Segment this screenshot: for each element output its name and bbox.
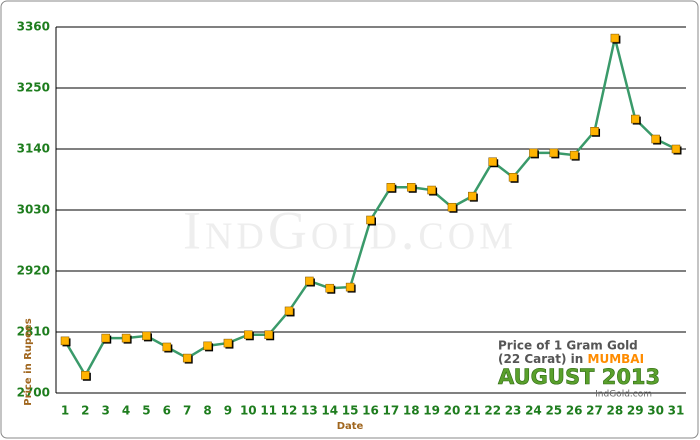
- data-point: [427, 185, 436, 195]
- data-point: [284, 306, 294, 316]
- data-point: [386, 183, 396, 192]
- data-point: [81, 371, 90, 380]
- data-point: [305, 276, 314, 286]
- x-tick-label: 21: [464, 404, 481, 418]
- x-tick-label: 13: [301, 404, 318, 418]
- x-tick-label: 7: [183, 404, 191, 418]
- x-tick-label: 1: [61, 404, 69, 418]
- annotation-month: AUGUST 2013: [498, 365, 660, 389]
- data-point: [468, 191, 477, 201]
- annotation: Price of 1 Gram Gold: [498, 339, 638, 353]
- x-tick-label: 16: [362, 404, 379, 418]
- watermark: IndGold.com: [183, 200, 517, 260]
- x-tick-label: 27: [586, 404, 603, 418]
- x-tick-label: 5: [142, 404, 150, 418]
- y-axis-label: Price in Rupees: [23, 318, 34, 405]
- data-point: [121, 333, 131, 343]
- data-point: [264, 330, 273, 340]
- y-tick-label: 2700: [17, 386, 50, 400]
- data-point: [631, 114, 640, 124]
- x-tick-label: 2: [81, 404, 89, 418]
- data-point: [223, 338, 233, 348]
- x-tick-label: 9: [224, 404, 232, 418]
- data-point: [406, 183, 416, 192]
- source: IndGold.com: [595, 390, 652, 400]
- y-tick-label: 2810: [17, 325, 50, 339]
- x-tick-label: 30: [647, 404, 664, 418]
- y-tick-label: 2920: [17, 264, 50, 278]
- data-point: [203, 341, 212, 351]
- data-point: [508, 173, 518, 182]
- data-point: [162, 342, 172, 352]
- data-point: [590, 127, 599, 136]
- x-tick-label: 10: [240, 404, 257, 418]
- data-point: [325, 283, 335, 293]
- annotation-text: (22 Carat) in: [498, 352, 588, 366]
- x-tick-label: 25: [545, 404, 562, 418]
- annotation-city: MUMBAI: [588, 352, 645, 366]
- x-tick-label: 29: [627, 404, 644, 418]
- x-tick-label: 6: [163, 404, 171, 418]
- x-axis-label: Date: [337, 421, 364, 432]
- data-point: [447, 202, 457, 212]
- data-point: [101, 333, 110, 343]
- x-tick-label: 22: [484, 404, 501, 418]
- x-tick-label: 14: [321, 404, 338, 418]
- y-tick-label: 3030: [17, 203, 50, 217]
- data-point: [345, 282, 355, 292]
- x-tick-label: 4: [122, 404, 130, 418]
- x-tick-label: 23: [505, 404, 522, 418]
- x-tick-label: 26: [566, 404, 583, 418]
- x-tick-label: 8: [203, 404, 211, 418]
- annotation: (22 Carat) in MUMBAI: [498, 352, 644, 366]
- y-tick-label: 3250: [17, 81, 50, 95]
- x-tick-label: 3: [102, 404, 110, 418]
- data-point: [671, 144, 681, 154]
- x-tick-label: 18: [403, 404, 420, 418]
- y-tick-label: 3360: [17, 20, 50, 34]
- data-point: [549, 148, 559, 158]
- data-point: [651, 134, 660, 144]
- data-point: [244, 330, 253, 340]
- data-point: [488, 157, 497, 167]
- x-tick-label: 24: [525, 404, 542, 418]
- data-point: [142, 331, 151, 341]
- data-point: [610, 33, 620, 43]
- x-tick-label: 11: [260, 404, 277, 418]
- data-point: [569, 150, 579, 160]
- x-tick-label: 28: [607, 404, 624, 418]
- x-tick-label: 17: [383, 404, 400, 418]
- data-point: [182, 353, 192, 363]
- x-tick-label: 19: [423, 404, 440, 418]
- data-point: [60, 336, 70, 346]
- x-tick-label: 20: [444, 404, 461, 418]
- data-point: [529, 148, 538, 158]
- y-tick-label: 3140: [17, 142, 50, 156]
- x-tick-label: 31: [668, 404, 685, 418]
- data-point: [366, 215, 375, 225]
- x-tick-label: 12: [281, 404, 298, 418]
- x-tick-label: 15: [342, 404, 359, 418]
